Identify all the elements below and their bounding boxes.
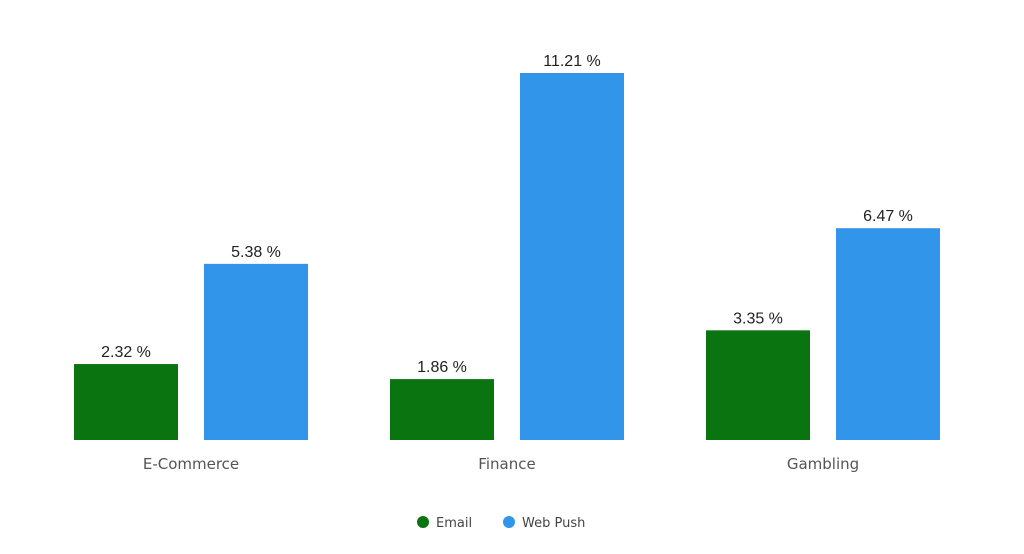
legend-item-email[interactable]: Email [417, 516, 472, 531]
category-label-e-commerce: E-Commerce [143, 455, 239, 473]
category-label-gambling: Gambling [787, 455, 859, 473]
category-labels-group: E-Commerce Finance Gambling [143, 455, 859, 473]
bar-e-commerce-web-push [204, 263, 308, 440]
bar-gambling-email [706, 330, 810, 440]
data-labels-group: 2.32 % 5.38 % 1.86 % 11.21 % 3.35 % 6.47 % [101, 53, 913, 376]
bar-gambling-web-push [836, 228, 940, 440]
legend-label-web-push: Web Push [522, 516, 585, 531]
category-label-finance: Finance [478, 455, 535, 473]
data-label-e-commerce-web-push: 5.38 % [231, 244, 281, 261]
legend: Email Web Push [417, 516, 585, 531]
bar-finance-email [390, 379, 494, 440]
legend-marker-email [417, 516, 429, 528]
bar-finance-web-push [520, 73, 624, 440]
data-label-finance-email: 1.86 % [417, 359, 467, 376]
data-label-gambling-web-push: 6.47 % [863, 208, 913, 225]
bars-group [74, 73, 940, 440]
legend-label-email: Email [436, 516, 472, 531]
data-label-e-commerce-email: 2.32 % [101, 344, 151, 361]
bar-e-commerce-email [74, 364, 178, 440]
legend-marker-web-push [503, 516, 515, 528]
data-label-gambling-email: 3.35 % [733, 310, 783, 327]
legend-item-web-push[interactable]: Web Push [503, 516, 585, 531]
data-label-finance-web-push: 11.21 % [543, 53, 601, 70]
